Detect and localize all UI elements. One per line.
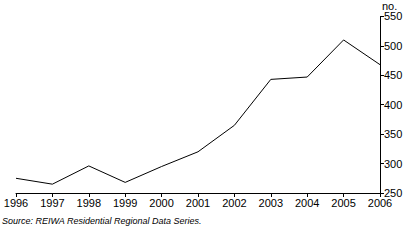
svg-text:2001: 2001	[186, 197, 210, 209]
svg-text:2002: 2002	[222, 197, 246, 209]
svg-text:2003: 2003	[259, 197, 283, 209]
svg-text:300: 300	[384, 158, 402, 170]
svg-text:2004: 2004	[295, 197, 319, 209]
svg-text:350: 350	[384, 128, 402, 140]
svg-text:Source: REIWA Residential Regi: Source: REIWA Residential Regional Data …	[2, 216, 202, 226]
svg-text:1998: 1998	[77, 197, 101, 209]
svg-text:550: 550	[384, 10, 402, 22]
svg-text:1996: 1996	[4, 197, 28, 209]
svg-text:2006: 2006	[368, 197, 392, 209]
svg-text:400: 400	[384, 99, 402, 111]
svg-text:250: 250	[384, 187, 403, 199]
svg-text:2005: 2005	[331, 197, 355, 209]
svg-text:2000: 2000	[149, 197, 173, 209]
svg-text:1997: 1997	[40, 197, 64, 209]
svg-text:450: 450	[384, 69, 402, 81]
svg-text:500: 500	[384, 40, 402, 52]
svg-text:1999: 1999	[113, 197, 137, 209]
